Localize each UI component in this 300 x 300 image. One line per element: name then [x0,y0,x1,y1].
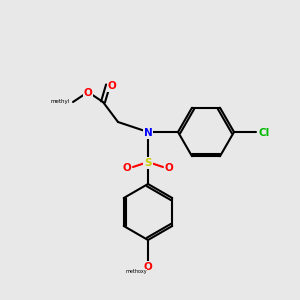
Text: N: N [144,128,152,138]
Text: O: O [84,88,92,98]
Text: methoxy: methoxy [125,269,147,275]
Text: Cl: Cl [258,128,270,138]
Text: O: O [165,163,173,173]
Text: O: O [108,81,116,91]
Text: O: O [144,262,152,272]
Text: O: O [123,163,131,173]
Text: S: S [144,158,152,168]
Text: methyl: methyl [51,100,70,104]
